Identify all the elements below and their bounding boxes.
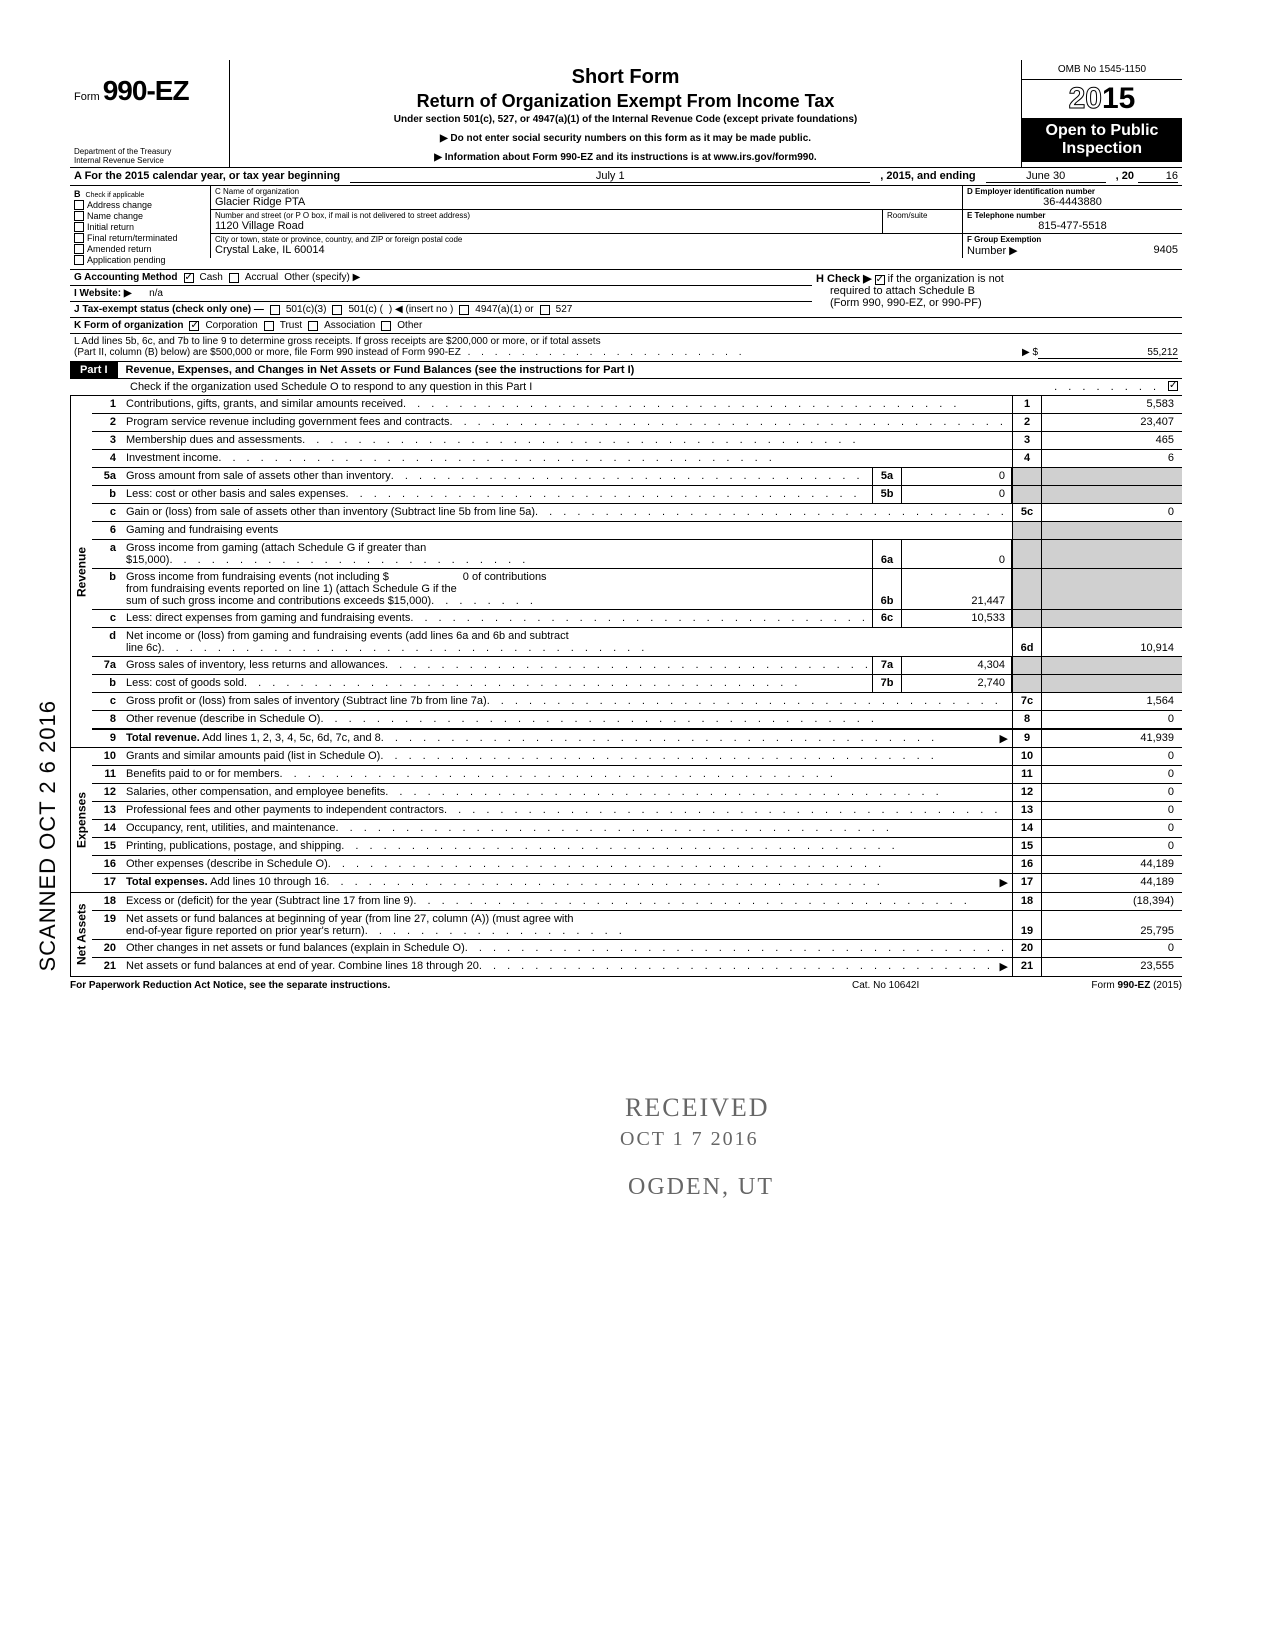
omb-number: OMB No 1545-1150: [1022, 60, 1182, 80]
addr-value: 1120 Village Road: [215, 220, 878, 232]
line-4: 4Investment income . . . . . . . . . . .…: [92, 450, 1182, 468]
stamp-date: OCT 1 7 2016: [620, 1128, 759, 1151]
line-b: bLess: cost or other basis and sales exp…: [92, 486, 1182, 504]
line-13: 13Professional fees and other payments t…: [92, 802, 1182, 820]
line-c: cGain or (loss) from sale of assets othe…: [92, 504, 1182, 522]
line-6d: dNet income or (loss) from gaming and fu…: [92, 628, 1182, 657]
info-link: ▶ Information about Form 990-EZ and its …: [238, 152, 1013, 163]
chk-cash[interactable]: [184, 273, 194, 283]
line-6b: bGross income from fundraising events (n…: [92, 569, 1182, 610]
footer: For Paperwork Reduction Act Notice, see …: [70, 977, 1182, 994]
chk-initial-return[interactable]: [74, 222, 84, 232]
line-8: 8Other revenue (describe in Schedule O) …: [92, 711, 1182, 729]
ein-value: 36-4443880: [967, 196, 1178, 208]
open-inspection: Open to Public Inspection: [1022, 118, 1182, 162]
chk-501c3[interactable]: [270, 305, 280, 315]
chk-trust[interactable]: [264, 321, 274, 331]
warning-ssn: ▶ Do not enter social security numbers o…: [238, 133, 1013, 144]
line-18: 18Excess or (deficit) for the year (Subt…: [92, 893, 1182, 911]
line-21: 21Net assets or fund balances at end of …: [92, 958, 1182, 976]
title-short-form: Short Form: [238, 66, 1013, 89]
room-suite: Room/suite: [882, 210, 962, 233]
line-19: 19Net assets or fund balances at beginni…: [92, 911, 1182, 940]
part1-header: Part I Revenue, Expenses, and Changes in…: [70, 361, 1182, 379]
chk-schedule-o[interactable]: [1168, 381, 1178, 391]
info-grid: B Check if applicable Address change Nam…: [70, 186, 1182, 270]
line-17: 17Total expenses. Add lines 10 through 1…: [92, 874, 1182, 892]
line-6a: aGross income from gaming (attach Schedu…: [92, 540, 1182, 569]
line-2: 2Program service revenue including gover…: [92, 414, 1182, 432]
tax-year: 2015: [1022, 80, 1182, 118]
stamp-received: RECEIVED: [625, 1093, 770, 1123]
scanned-stamp: SCANNED OCT 2 6 2016: [35, 700, 61, 971]
line-6: 6Gaming and fundraising events: [92, 522, 1182, 540]
line-11: 11Benefits paid to or for members . . . …: [92, 766, 1182, 784]
stamp-ogden: OGDEN, UT: [628, 1174, 774, 1201]
chk-527[interactable]: [540, 305, 550, 315]
name-label: C Name of organization: [215, 187, 958, 196]
chk-name-change[interactable]: [74, 211, 84, 221]
chk-final-return[interactable]: [74, 233, 84, 243]
chk-amended[interactable]: [74, 244, 84, 254]
line-7a: 7aGross sales of inventory, less returns…: [92, 657, 1182, 675]
group-exempt-val: 9405: [1154, 244, 1178, 257]
line-5a: 5aGross amount from sale of assets other…: [92, 468, 1182, 486]
chk-application-pending[interactable]: [74, 255, 84, 265]
line-15: 15Printing, publications, postage, and s…: [92, 838, 1182, 856]
group-exempt-label: F Group Exemption: [967, 235, 1178, 244]
ein-label: D Employer identification number: [967, 187, 1178, 196]
line-20: 20Other changes in net assets or fund ba…: [92, 940, 1182, 958]
chk-other[interactable]: [381, 321, 391, 331]
line-16: 16Other expenses (describe in Schedule O…: [92, 856, 1182, 874]
rows-g-to-k: G Accounting Method Cash Accrual Other (…: [70, 270, 1182, 318]
col-b-checkboxes: B Check if applicable Address change Nam…: [70, 186, 210, 269]
form-page: Form 990-EZ Department of the Treasury I…: [70, 60, 1182, 994]
line-14: 14Occupancy, rent, utilities, and mainte…: [92, 820, 1182, 838]
addr-label: Number and street (or P O box, if mail i…: [215, 211, 878, 220]
phone-label: E Telephone number: [967, 211, 1178, 220]
line-1: 1Contributions, gifts, grants, and simil…: [92, 396, 1182, 414]
line-10: 10Grants and similar amounts paid (list …: [92, 748, 1182, 766]
chk-address-change[interactable]: [74, 200, 84, 210]
revenue-section: Revenue 1Contributions, gifts, grants, a…: [70, 396, 1182, 748]
chk-4947[interactable]: [459, 305, 469, 315]
line-l-text1: L Add lines 5b, 6c, and 7b to line 9 to …: [74, 336, 1178, 347]
org-name: Glacier Ridge PTA: [215, 196, 958, 208]
form-header: Form 990-EZ Department of the Treasury I…: [70, 60, 1182, 168]
city-label: City or town, state or province, country…: [215, 235, 958, 244]
form-number: Form 990-EZ: [74, 75, 225, 107]
city-value: Crystal Lake, IL 60014: [215, 244, 958, 256]
chk-assoc[interactable]: [308, 321, 318, 331]
phone-value: 815-477-5518: [967, 220, 1178, 232]
line-c: cLess: direct expenses from gaming and f…: [92, 610, 1182, 628]
chk-501c[interactable]: [332, 305, 342, 315]
line-b: bLess: cost of goods sold . . . . . . . …: [92, 675, 1182, 693]
line-12: 12Salaries, other compensation, and empl…: [92, 784, 1182, 802]
chk-h[interactable]: [875, 275, 885, 285]
line-9: 9Total revenue. Add lines 1, 2, 3, 4, 5c…: [92, 729, 1182, 747]
chk-accrual[interactable]: [229, 273, 239, 283]
netassets-section: Net Assets 18Excess or (deficit) for the…: [70, 893, 1182, 977]
gross-receipts: 55,212: [1038, 347, 1178, 359]
line-c: cGross profit or (loss) from sales of in…: [92, 693, 1182, 711]
row-a-tax-year: A For the 2015 calendar year, or tax yea…: [70, 168, 1182, 186]
dept-label: Department of the Treasury Internal Reve…: [74, 147, 225, 165]
chk-corp[interactable]: [189, 321, 199, 331]
expenses-section: Expenses 10Grants and similar amounts pa…: [70, 748, 1182, 893]
title-return: Return of Organization Exempt From Incom…: [238, 91, 1013, 112]
subtitle: Under section 501(c), 527, or 4947(a)(1)…: [238, 114, 1013, 125]
line-3: 3Membership dues and assessments . . . .…: [92, 432, 1182, 450]
